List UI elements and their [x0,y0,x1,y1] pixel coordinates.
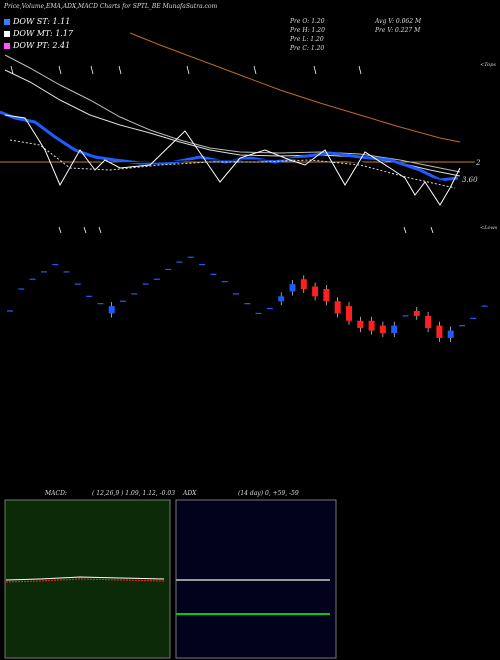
legend-swatch [4,19,10,25]
low-marker [98,226,102,234]
top-marker [253,65,257,75]
chart-title: Price,Volume,EMA,ADX,MACD Charts for SPT… [4,3,218,10]
candle [289,284,296,292]
candle [425,315,432,329]
legend-label: DOW PT: 2.41 [13,41,71,50]
candle [108,306,115,314]
low-marker [403,226,407,234]
top-marker [10,65,14,75]
prev-open: Pre O: 1.20 [290,18,325,25]
candle [312,286,319,297]
prev-high: Pre H: 1.20 [290,27,325,34]
prev-volume: Pre V: 0.227 M [375,27,421,34]
black-dot-line [9,127,456,185]
prev-low: Pre L: 1.20 [290,36,324,43]
level-360-label: 3.60 [462,176,478,184]
ema-long-line [129,32,461,143]
low-marker [83,226,87,234]
dashed-line [9,139,456,189]
legend-label: DOW MT: 1.17 [13,29,74,38]
avg-volume: Avg V: 0.062 M [375,18,422,25]
tops-label: <Tops [480,62,496,68]
legend-swatch [4,43,10,49]
legend-dow-st: DOW ST: 1.11 [4,17,70,26]
top-marker [186,65,190,75]
candle [334,301,341,314]
legend-label: DOW ST: 1.11 [13,17,71,26]
top-marker [58,65,62,75]
legend-dow-pt: DOW PT: 2.41 [4,41,70,50]
candle [346,306,352,321]
low-marker [430,226,434,234]
prev-close: Pre C: 1.20 [290,45,325,52]
macd-signal-line [5,578,165,583]
candle [357,320,364,329]
macd-line [5,576,165,581]
legend-swatch [4,31,10,37]
top-marker [313,65,317,75]
low-marker [58,226,62,234]
candle [413,311,420,316]
adx-label: ADX [183,490,197,497]
zigzag-line [4,114,461,206]
slow-ema-line [4,54,461,173]
top-marker [118,65,122,75]
candle [368,320,375,331]
candle [391,325,398,333]
candle [447,330,454,338]
candle [323,289,330,302]
candle [379,325,386,333]
adx-params: (14 day) 0, +59, -59 [238,490,299,497]
candle [436,325,443,338]
macd-params: ( 12,26,9 ) 1.09, 1.12, -0.03 [92,490,176,497]
macd-label: MACD: [45,490,67,497]
candle [300,279,307,289]
lows-label: <Lows [480,225,498,231]
top-marker [90,65,94,75]
level-2-label: 2 [476,159,481,167]
candle [278,296,285,302]
legend-dow-mt: DOW MT: 1.17 [4,29,73,38]
top-marker [358,65,362,75]
